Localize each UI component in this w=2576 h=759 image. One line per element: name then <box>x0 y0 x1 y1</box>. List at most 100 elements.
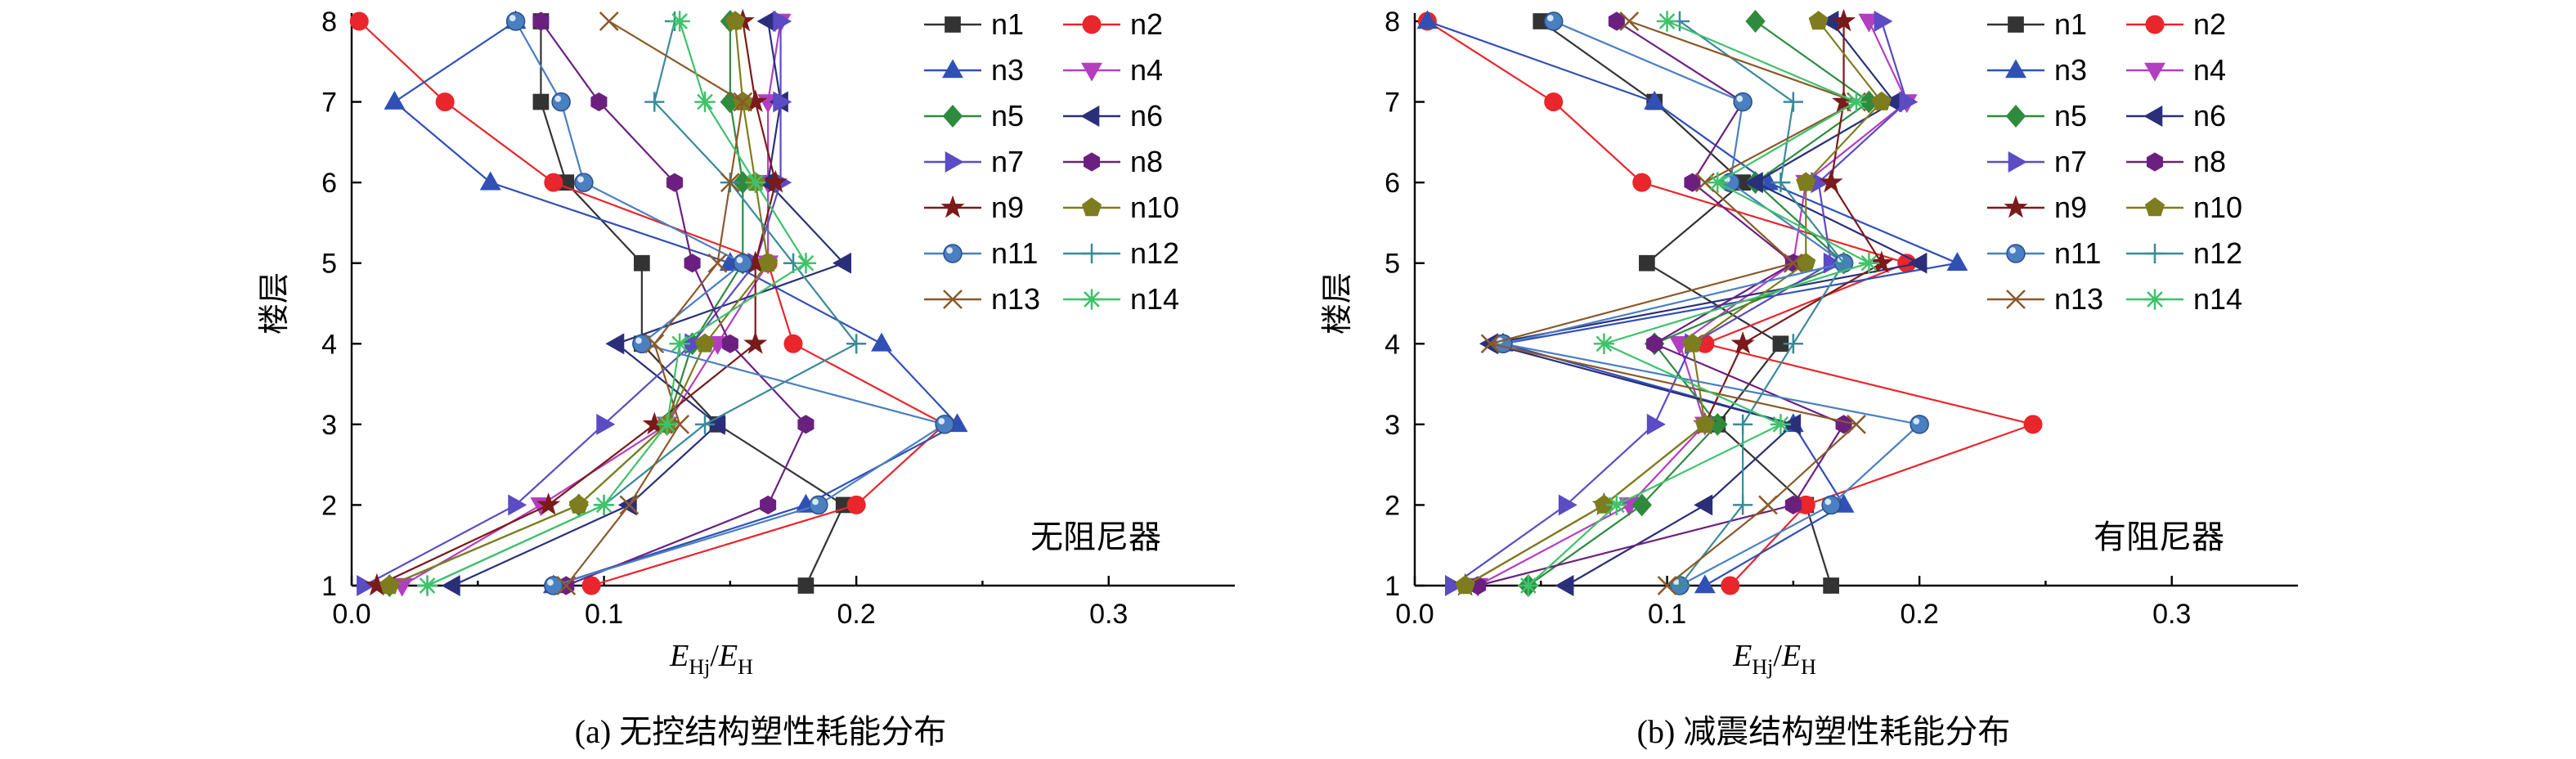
legend-label: n7 <box>2054 145 2087 178</box>
series-line-n14 <box>427 20 807 587</box>
data-point-n9 <box>1832 8 1856 32</box>
data-point-n6 <box>756 11 776 32</box>
legend-marker-n7 <box>945 151 964 173</box>
data-point-n11 <box>632 334 652 354</box>
x-tick-label: 0.0 <box>1395 599 1434 630</box>
legend-marker-n13 <box>2006 290 2026 309</box>
legend-marker-n4 <box>1081 62 1102 82</box>
y-tick-label: 6 <box>1384 168 1400 199</box>
data-point-n7 <box>773 11 792 32</box>
data-point-n12 <box>1733 495 1753 515</box>
legend-item-n7: n7 <box>924 145 1024 178</box>
legend-label: n1 <box>991 7 1024 41</box>
data-point-n6 <box>1908 252 1928 274</box>
y-tick-label: 5 <box>1384 249 1400 280</box>
series-line-n1 <box>1540 20 1833 586</box>
series-line-n1 <box>540 21 846 586</box>
y-tick-label: 7 <box>1384 88 1400 119</box>
y-axis-title: 楼层 <box>256 272 292 335</box>
legend-label: n2 <box>2193 7 2226 41</box>
data-point-n14 <box>669 11 690 32</box>
legend-label: n8 <box>1130 145 1163 178</box>
legend-marker-n14 <box>1081 289 1102 310</box>
legend-marker-n10 <box>2144 197 2165 217</box>
series-n6 <box>441 11 852 596</box>
data-point-n12 <box>644 92 665 112</box>
legend-marker-n9 <box>940 195 965 218</box>
legend-item-n14: n14 <box>2126 282 2242 316</box>
y-axis-title: 楼层 <box>1319 272 1355 335</box>
data-point-n3 <box>1694 574 1716 594</box>
data-point-n1 <box>1823 577 1839 594</box>
y-tick-label: 3 <box>321 410 337 441</box>
legend-item-n2: n2 <box>1063 7 1163 41</box>
data-point-n12 <box>1833 253 1854 273</box>
data-point-n11 <box>551 92 571 112</box>
legend-item-n14: n14 <box>1063 282 1179 316</box>
legend-marker-n12 <box>2144 243 2165 264</box>
data-point-n14 <box>593 494 615 516</box>
data-point-n10 <box>694 333 716 353</box>
series-n13 <box>556 11 753 595</box>
legend-label: n9 <box>991 191 1024 224</box>
legend-label: n13 <box>991 282 1040 316</box>
legend-marker-n8 <box>2146 152 2164 172</box>
data-point-n11 <box>544 576 563 595</box>
data-point-n14 <box>1770 414 1792 435</box>
legend-label: n11 <box>2054 236 2101 270</box>
legend-item-n5: n5 <box>1987 99 2087 132</box>
legend-label: n1 <box>2054 7 2087 41</box>
legend-marker-n7 <box>2008 151 2027 173</box>
y-tick-label: 7 <box>321 88 337 119</box>
data-point-n12 <box>1783 334 1803 354</box>
legend-item-n8: n8 <box>2126 145 2226 178</box>
data-point-n8 <box>1646 334 1663 353</box>
series-line-n2 <box>358 20 947 587</box>
y-tick-label: 5 <box>321 249 337 280</box>
legend-label: n5 <box>991 99 1024 132</box>
legend-item-n9: n9 <box>1987 191 2087 224</box>
data-point-n14 <box>1593 333 1615 354</box>
legend-item-n8: n8 <box>1063 145 1163 178</box>
x-axis-title: EHj/EH <box>1732 639 1816 679</box>
data-point-n13 <box>556 576 577 595</box>
legend-label: n12 <box>2193 236 2242 270</box>
data-point-n14 <box>745 172 766 193</box>
legend-label: n9 <box>2054 191 2087 224</box>
data-point-n12 <box>1733 414 1753 434</box>
chart-panel-b: 0.0 0.1 0.2 0.3 1 2 3 4 5 6 7 8 楼层 EHj/EH n1 n2 n3 n4 n5 n6… <box>1319 7 2298 750</box>
series-line-n2 <box>1426 20 2036 586</box>
data-point-n10 <box>1455 575 1475 595</box>
legend-item-n12: n12 <box>2126 236 2242 270</box>
data-point-n7 <box>508 494 527 516</box>
y-tick-label: 2 <box>1384 490 1400 521</box>
data-point-n2 <box>846 495 866 514</box>
data-point-n13 <box>1480 334 1501 354</box>
data-point-n13 <box>707 253 728 273</box>
x-tick-label: 0.1 <box>1648 599 1686 630</box>
legend: n1 n2 n3 n4 n5 n6 n7 n8 n9 n10 n11 n12 n13 n14 <box>924 7 1179 316</box>
data-point-n9 <box>763 169 788 193</box>
data-point-n12 <box>694 414 716 434</box>
data-point-n2 <box>783 334 803 353</box>
series-line-n3 <box>1427 20 1961 586</box>
data-point-n8 <box>590 92 608 112</box>
data-point-n9 <box>1730 331 1755 354</box>
legend-item-n10: n10 <box>1063 191 1179 224</box>
data-point-n7 <box>596 413 616 435</box>
panel-caption: (a) 无控结构塑性耗能分布 <box>575 713 946 750</box>
data-point-n13 <box>599 11 619 31</box>
data-point-n1 <box>1639 254 1655 272</box>
legend-label: n2 <box>1130 7 1163 41</box>
data-point-n8 <box>797 415 815 434</box>
x-tick-label: 0.3 <box>1089 599 1128 630</box>
data-point-n4 <box>1858 13 1880 33</box>
legend-label: n3 <box>2054 53 2087 87</box>
legend-item-n1: n1 <box>1987 7 2087 41</box>
data-point-n8 <box>532 11 550 31</box>
data-point-n9 <box>743 331 768 354</box>
data-point-n2 <box>2023 415 2043 434</box>
data-point-n6 <box>832 252 852 274</box>
x-tick-label: 0.3 <box>2152 599 2191 630</box>
data-point-n6 <box>1694 494 1713 516</box>
